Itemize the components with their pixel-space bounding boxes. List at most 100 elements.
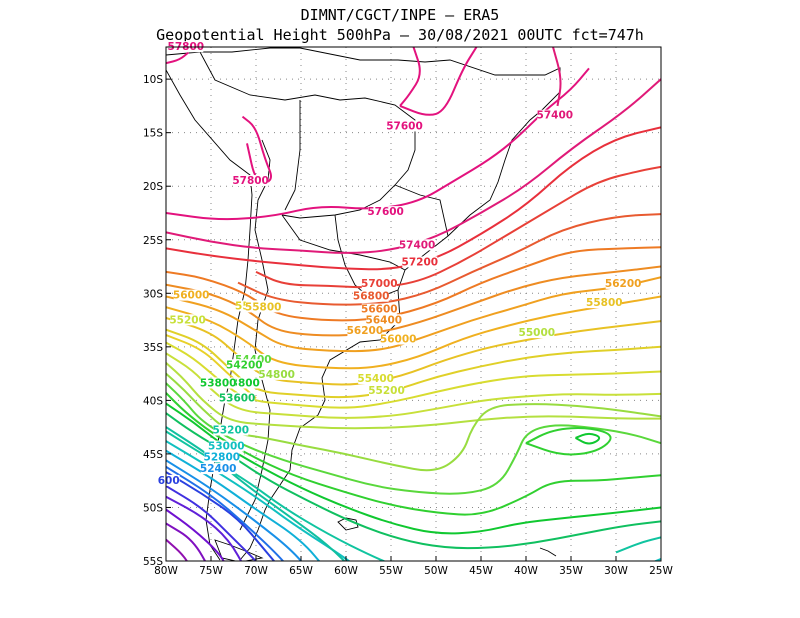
contour-label-bg bbox=[259, 368, 295, 380]
border-5 bbox=[284, 100, 301, 211]
contour-label-57400: 57400 bbox=[399, 239, 436, 251]
contour-53800 bbox=[166, 402, 661, 535]
contour-label-bg bbox=[173, 289, 209, 301]
contour-label-bg bbox=[368, 206, 404, 218]
lat-tick-label: 20S bbox=[143, 181, 163, 193]
contour-label-bg bbox=[224, 377, 260, 389]
contour-label-57200: 57200 bbox=[402, 256, 439, 268]
lon-tick-label: 50W bbox=[424, 565, 448, 577]
contour-label-bg bbox=[605, 277, 641, 289]
contour-label-bg bbox=[402, 256, 438, 268]
lon-tick-label: 30W bbox=[604, 565, 628, 577]
contour-line bbox=[166, 426, 346, 561]
contour-label-bg bbox=[537, 109, 573, 121]
lat-tick-label: 45S bbox=[143, 449, 163, 461]
contour-label-bg bbox=[361, 277, 397, 289]
contour-56800 bbox=[237, 213, 661, 306]
contour-label-54800: 54800 bbox=[258, 369, 295, 381]
contour-54200 bbox=[166, 392, 661, 516]
lat-tick-label: 10S bbox=[143, 74, 163, 86]
contour-label-53200: 53200 bbox=[213, 425, 250, 437]
south-america-coastline bbox=[166, 47, 561, 561]
contour-label-bg bbox=[245, 301, 281, 313]
contour-57400 bbox=[552, 47, 562, 107]
contour-line bbox=[166, 508, 225, 561]
contour-57000 bbox=[255, 165, 661, 289]
contour-label-bg bbox=[519, 327, 555, 339]
contour-label-bg bbox=[387, 120, 422, 132]
lat-tick-label: 55S bbox=[143, 556, 163, 568]
contour-56000 bbox=[166, 295, 661, 370]
contour-label-57800: 57800 bbox=[232, 175, 269, 187]
contour-53200 bbox=[615, 536, 661, 554]
contour-label-52400: 52400 bbox=[200, 463, 237, 475]
lon-tick-label: 45W bbox=[469, 565, 493, 577]
longitude-axis: 80W 75W 70W 65W 60W 55W 50W 45W 40W 35W 30W 25W bbox=[154, 556, 673, 577]
lon-tick-label: 80W bbox=[154, 565, 178, 577]
lon-tick-label: 70W bbox=[244, 565, 268, 577]
lon-tick-label: 35W bbox=[559, 565, 583, 577]
lon-tick-label: 40W bbox=[514, 565, 538, 577]
border-4 bbox=[394, 184, 449, 237]
contour-57600 bbox=[399, 47, 421, 107]
contour-label-bg bbox=[399, 239, 435, 251]
lon-tick-label: 60W bbox=[334, 565, 358, 577]
lat-tick-label: 25S bbox=[143, 235, 163, 247]
contour-label-56200: 56200 bbox=[605, 278, 642, 290]
contour-52400 bbox=[166, 459, 303, 561]
contour-label-55200: 55200 bbox=[368, 385, 405, 397]
contour-label-bg bbox=[213, 424, 249, 436]
lat-tick-label: 15S bbox=[143, 128, 163, 140]
contour-label-56800: 56800 bbox=[353, 291, 390, 303]
map-title-line-1: DIMNT/CGCT/INPE – ERA5 bbox=[300, 6, 500, 24]
contour-label-bg bbox=[157, 474, 180, 486]
contour-55400 bbox=[166, 341, 661, 409]
contour-53000 bbox=[166, 440, 351, 561]
contour-label-bg bbox=[204, 451, 240, 463]
contour-line bbox=[166, 334, 257, 399]
contour-label-53800: 53800 bbox=[200, 377, 237, 389]
lon-tick-label: 65W bbox=[289, 565, 313, 577]
contour-53800 bbox=[575, 432, 601, 445]
contour-label-55800: 55800 bbox=[245, 301, 282, 313]
contour-label-55800: 55800 bbox=[586, 297, 623, 309]
contour-label-55000: 55000 bbox=[519, 327, 556, 339]
contour-label-bg bbox=[347, 324, 383, 336]
contour-label-bg bbox=[226, 359, 262, 371]
contour-label-bg bbox=[358, 373, 394, 385]
border-2 bbox=[281, 214, 406, 271]
lon-tick-label: 55W bbox=[379, 565, 403, 577]
contour-52800 bbox=[166, 449, 321, 561]
contour-57600 bbox=[399, 47, 478, 116]
contour-label-bg bbox=[586, 297, 622, 309]
border-1 bbox=[199, 51, 416, 219]
contour-line bbox=[166, 465, 285, 561]
contour-label-57600: 57600 bbox=[367, 206, 404, 218]
contour-label-bg bbox=[170, 314, 206, 326]
contour-label-52800: 52800 bbox=[204, 451, 241, 463]
contour-label-56200: 56200 bbox=[347, 325, 384, 337]
contour-label-bg bbox=[366, 314, 402, 326]
contour-label-56600: 56600 bbox=[361, 304, 398, 316]
contour-53200 bbox=[166, 430, 387, 561]
lat-tick-label: 35S bbox=[143, 342, 163, 354]
lat-tick-label: 50S bbox=[143, 502, 163, 514]
south-georgia bbox=[539, 547, 557, 557]
contour-label-57600: 57600 bbox=[386, 120, 423, 132]
contour-label-53000: 53000 bbox=[208, 441, 245, 453]
contour-55000 bbox=[166, 362, 661, 430]
contour-55600 bbox=[166, 328, 661, 399]
contour-54400 bbox=[166, 382, 661, 495]
contour-label-55400: 55400 bbox=[357, 373, 394, 385]
contour-line bbox=[166, 485, 258, 561]
contour-54800 bbox=[166, 372, 661, 472]
contour-57800 bbox=[166, 51, 190, 65]
contour-label-bg bbox=[361, 303, 397, 315]
lat-tick-label: 30S bbox=[143, 288, 163, 300]
lon-tick-label: 75W bbox=[199, 565, 223, 577]
contour-label-53600: 53600 bbox=[219, 392, 256, 404]
lat-tick-label: 40S bbox=[143, 395, 163, 407]
latitude-axis: 10S 15S 20S 25S 30S 35S 40S 45S 50S 55S bbox=[143, 74, 171, 568]
contour-50400 bbox=[166, 522, 207, 561]
